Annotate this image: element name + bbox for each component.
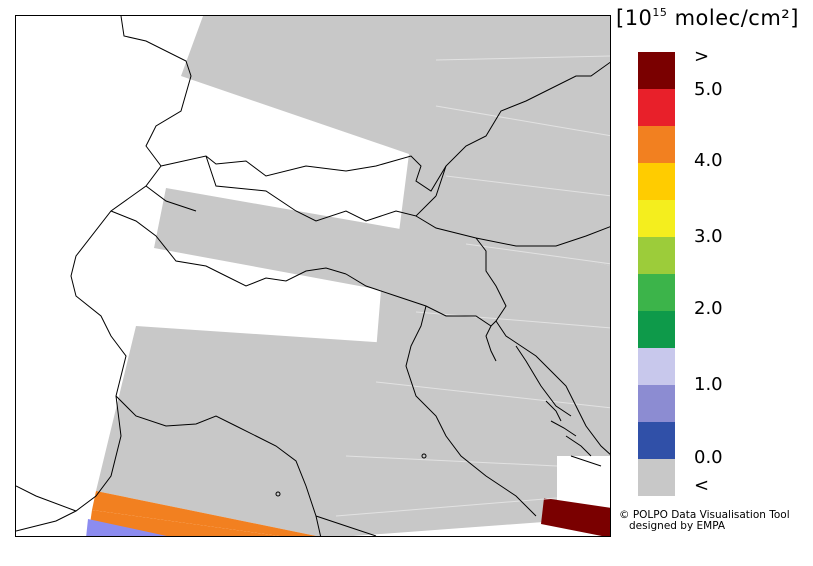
swatch-3.5-4.0 <box>638 163 675 200</box>
unit-exponent: 15 <box>652 6 668 19</box>
islands <box>275 400 602 497</box>
swatch-1.0-1.5 <box>638 348 675 385</box>
swatch-above <box>638 52 675 89</box>
swath-lowerright-white <box>557 456 610 506</box>
legend-label-above: > <box>694 46 710 67</box>
legend-label-2: 2.0 <box>694 298 723 319</box>
credit-text: © POLPO Data Visualisation Tool designed… <box>619 510 790 532</box>
swath-middle <box>154 188 610 376</box>
legend-label-3: 3.0 <box>694 226 723 247</box>
satellite-swaths <box>86 16 610 536</box>
swatch-2.0-2.5 <box>638 274 675 311</box>
map-canvas <box>16 16 610 536</box>
legend-label-4: 4.0 <box>694 150 723 171</box>
legend-label-below: < <box>694 475 710 496</box>
legend-label-5: 5.0 <box>694 79 723 100</box>
swatch-0.5-1.0 <box>638 385 675 422</box>
swath-bottom <box>96 326 610 536</box>
swatch-2.5-3.0 <box>638 237 675 274</box>
swath-top <box>181 16 610 266</box>
credit-line-1: © POLPO Data Visualisation Tool <box>619 509 790 521</box>
unit-suffix: molec/cm²] <box>667 6 799 30</box>
swath-cell-darkred <box>541 498 610 536</box>
legend-label-1: 1.0 <box>694 374 723 395</box>
credit-line-2: designed by EMPA <box>629 520 726 532</box>
country-borders <box>16 16 610 536</box>
swatch-3.0-3.5 <box>638 200 675 237</box>
swatch-below <box>638 459 675 496</box>
legend-label-0: 0.0 <box>694 447 723 468</box>
swath-band-orange <box>92 491 317 536</box>
map-panel[interactable] <box>15 15 611 537</box>
scan-lines <box>335 55 610 517</box>
unit-prefix: [10 <box>616 6 653 30</box>
swatch-0.0-0.5 <box>638 422 675 459</box>
swath-band-lavender <box>86 519 167 536</box>
swatch-4.5-5.0 <box>638 89 675 126</box>
legend-unit-label: [1015 molec/cm²] <box>616 6 799 30</box>
swatch-4.0-4.5 <box>638 126 675 163</box>
swatch-1.5-2.0 <box>638 311 675 348</box>
